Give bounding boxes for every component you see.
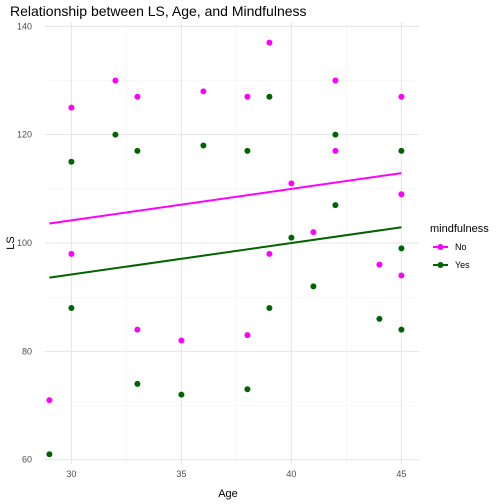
point-no xyxy=(376,261,383,268)
point-no xyxy=(266,39,273,46)
point-yes xyxy=(398,147,405,154)
y-axis-title: LS xyxy=(5,236,17,249)
y-tick-label: 80 xyxy=(22,346,32,356)
data-points xyxy=(46,39,405,458)
chart-title: Relationship between LS, Age, and Mindfu… xyxy=(10,3,307,19)
fit-line-yes xyxy=(49,226,402,279)
point-no xyxy=(398,191,405,198)
x-axis-ticks: 30 35 40 45 xyxy=(66,469,406,479)
legend: mindfulness No Yes xyxy=(430,223,489,270)
fit-line-no xyxy=(49,172,402,225)
point-yes xyxy=(68,158,75,165)
point-no xyxy=(134,93,141,100)
point-yes xyxy=(244,386,251,393)
y-tick-label: 100 xyxy=(17,238,32,248)
point-yes xyxy=(178,391,185,398)
point-yes xyxy=(134,147,141,154)
point-yes xyxy=(68,305,75,311)
regression-lines xyxy=(49,172,402,279)
legend-title: mindfulness xyxy=(430,223,489,235)
y-axis-ticks: 60 80 100 120 140 xyxy=(17,21,32,464)
grid-lines xyxy=(45,22,419,464)
x-axis-title: Age xyxy=(218,488,238,500)
point-yes xyxy=(310,283,317,290)
point-yes xyxy=(376,315,383,322)
legend-key-no xyxy=(433,244,448,250)
point-no xyxy=(178,337,185,344)
point-no xyxy=(266,250,273,257)
point-no xyxy=(112,77,119,84)
point-no xyxy=(398,93,405,100)
point-yes xyxy=(332,202,339,209)
point-yes xyxy=(200,142,207,149)
point-no xyxy=(398,272,405,279)
point-yes xyxy=(288,234,295,241)
point-yes xyxy=(398,326,405,333)
point-no xyxy=(288,180,295,187)
x-tick-label: 40 xyxy=(286,469,296,479)
point-no xyxy=(244,332,251,339)
point-no xyxy=(310,229,317,236)
point-yes xyxy=(332,131,339,138)
point-yes xyxy=(266,93,273,100)
y-tick-label: 120 xyxy=(17,130,32,140)
point-no xyxy=(200,88,207,95)
point-yes xyxy=(244,147,251,154)
y-tick-label: 60 xyxy=(22,455,32,465)
point-no xyxy=(68,104,75,111)
point-no xyxy=(244,93,251,100)
point-no xyxy=(134,326,141,333)
legend-key-yes xyxy=(433,262,448,268)
x-tick-label: 30 xyxy=(66,469,76,479)
point-no xyxy=(332,77,339,84)
y-tick-label: 140 xyxy=(17,21,32,31)
point-no xyxy=(68,250,75,257)
point-yes xyxy=(266,305,273,311)
point-yes xyxy=(112,131,119,138)
legend-label-yes: Yes xyxy=(455,260,470,270)
point-yes xyxy=(134,380,141,387)
point-no xyxy=(332,147,339,154)
legend-label-no: No xyxy=(455,242,467,252)
x-tick-label: 45 xyxy=(396,469,406,479)
point-no xyxy=(46,397,53,404)
point-yes xyxy=(398,245,405,252)
x-tick-label: 35 xyxy=(176,469,186,479)
point-yes xyxy=(46,451,53,458)
